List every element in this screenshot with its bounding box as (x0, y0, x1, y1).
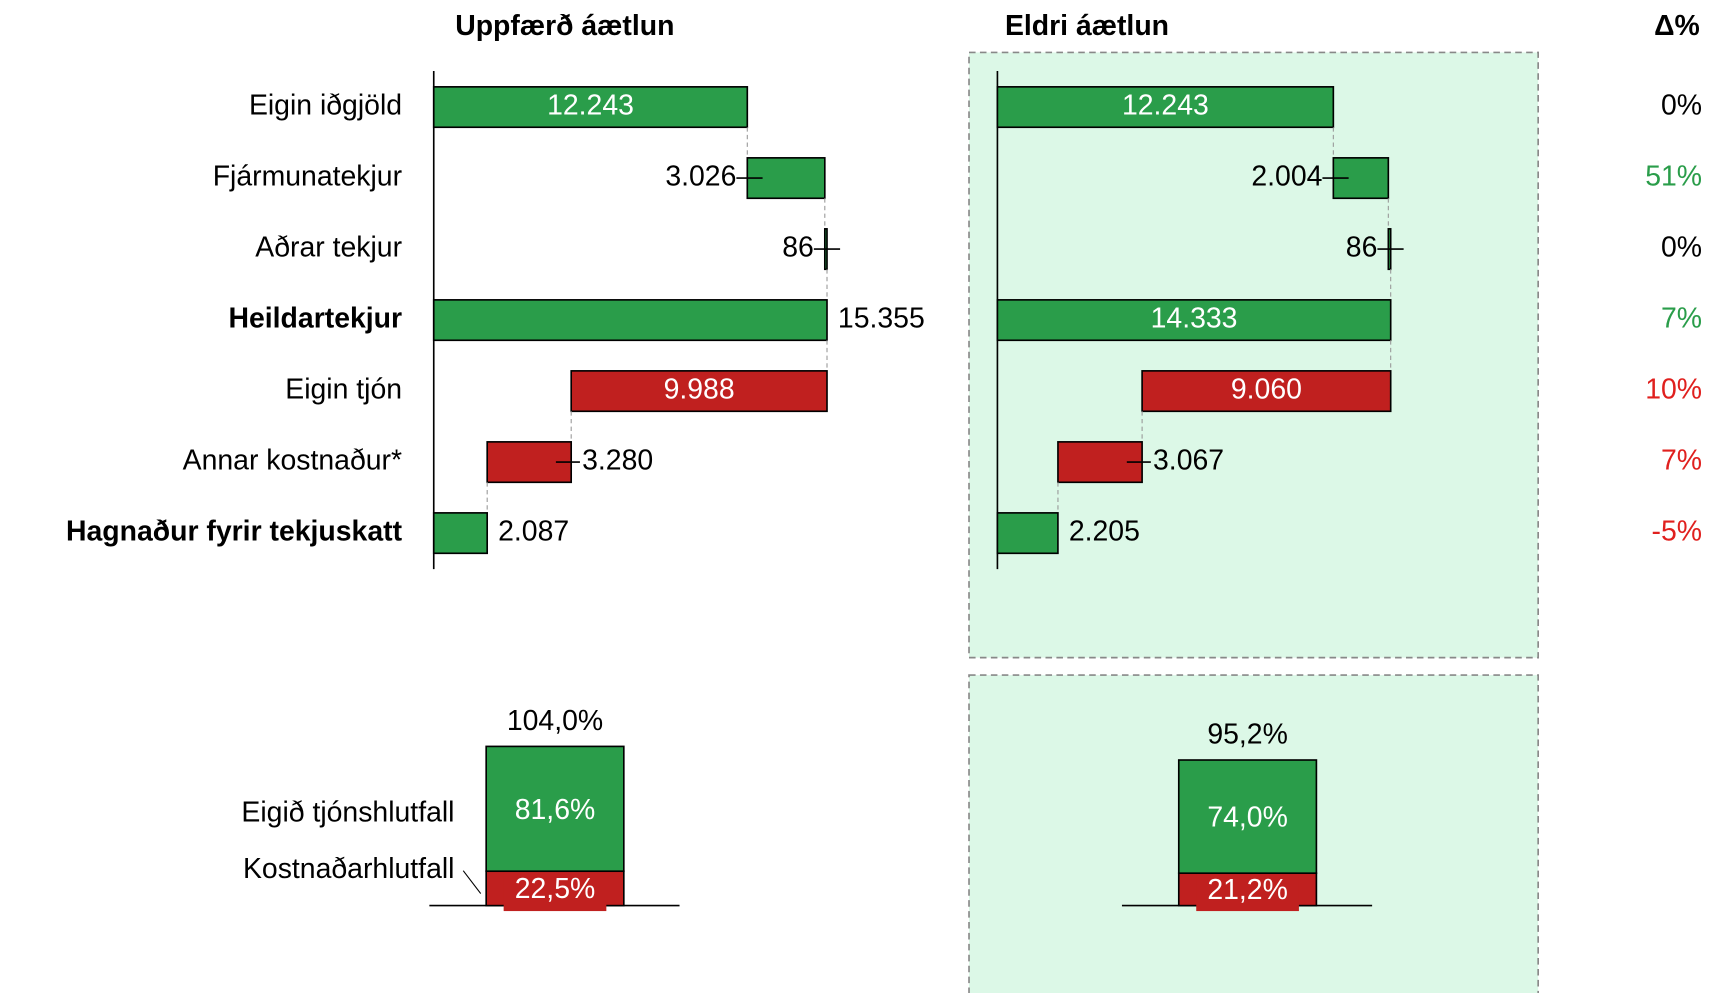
total-label: 104,0% (507, 705, 603, 737)
leader (462, 870, 482, 894)
value-label: 2.205 (1069, 516, 1140, 548)
bar (996, 86, 1335, 129)
value-label: 22,5% (515, 873, 596, 905)
delta-label: 0% (1661, 90, 1702, 122)
value-label: 14.333 (1151, 303, 1238, 335)
bar (1141, 370, 1392, 413)
delta-label: 51% (1645, 161, 1702, 193)
value-label: 2.004 (1251, 161, 1322, 193)
category-label: Heildartekjur (228, 303, 402, 335)
value-label: 9.988 (664, 374, 735, 406)
total-label: 95,2% (1207, 718, 1288, 750)
category-label: Eigin iðgjöld (249, 90, 402, 122)
delta-header: Δ% (1654, 10, 1700, 42)
category-label: Eigin tjón (285, 374, 402, 406)
value-label: 86 (1346, 232, 1378, 264)
delta-label: -5% (1652, 516, 1703, 548)
bar (996, 299, 1392, 342)
value-label: 3.067 (1153, 445, 1224, 477)
bar (432, 299, 828, 342)
label-bg (503, 872, 607, 912)
bar-segment (1177, 759, 1318, 875)
category-label: Fjármunatekjur (213, 161, 402, 193)
value-label: 21,2% (1207, 874, 1288, 906)
value-label: 3.280 (582, 445, 653, 477)
bar-segment (485, 745, 625, 873)
value-label: 86 (782, 232, 814, 264)
delta-label: 7% (1661, 445, 1702, 477)
label-bg (1196, 874, 1299, 912)
bar (432, 512, 489, 555)
delta-label: 0% (1661, 232, 1702, 264)
bar (432, 86, 749, 129)
category-label: Hagnaður fyrir tekjuskatt (66, 516, 403, 548)
bar (746, 157, 826, 200)
value-label: 9.060 (1231, 374, 1302, 406)
delta-label: 10% (1645, 374, 1702, 406)
panel (968, 51, 1539, 659)
value-label: 81,6% (515, 794, 596, 826)
delta-label: 7% (1661, 303, 1702, 335)
value-label: 2.087 (498, 516, 569, 548)
bar (996, 512, 1059, 555)
category-label: Aðrar tekjur (255, 232, 402, 264)
value-label: 3.026 (665, 161, 736, 193)
value-label: 15.355 (838, 303, 925, 335)
legend-label: Eigið tjónshlutfall (241, 796, 454, 828)
category-label: Annar kostnaður* (183, 445, 402, 477)
legend-label: Kostnaðarhlutfall (243, 853, 455, 885)
chart-title: Eldri áætlun (1005, 10, 1169, 42)
value-label: 12.243 (547, 90, 634, 122)
value-label: 74,0% (1207, 801, 1288, 833)
chart-title: Uppfærð áætlun (455, 10, 674, 42)
value-label: 12.243 (1122, 90, 1209, 122)
bar (570, 370, 828, 413)
